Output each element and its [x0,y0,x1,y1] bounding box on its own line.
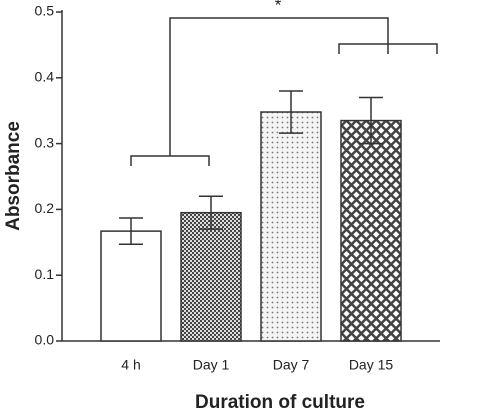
y-tick-label: 0.2 [35,200,55,216]
bar [260,111,322,342]
bar [180,211,242,342]
y-tick-label: 0.5 [35,3,55,19]
error-bar [279,90,303,134]
error-bar [199,195,223,230]
x-axis-title: Duration of culture [195,392,365,413]
bar [100,230,162,342]
error-bar [119,217,143,246]
x-tick-label: Day 1 [193,357,230,373]
y-tick-label: 0.0 [35,332,55,348]
significance-bracket [130,17,438,166]
x-tick-label: Day 15 [349,357,394,373]
x-tick-label: Day 7 [273,357,310,373]
x-tick-label: 4 h [121,357,140,373]
y-tick-label: 0.3 [35,134,55,150]
y-tick-label: 0.4 [35,69,55,85]
y-tick-label: 0.1 [35,266,55,282]
bar [340,119,402,342]
significance-label: * [275,0,282,14]
error-bar [359,96,383,145]
y-axis-title: Absorbance [3,121,24,231]
